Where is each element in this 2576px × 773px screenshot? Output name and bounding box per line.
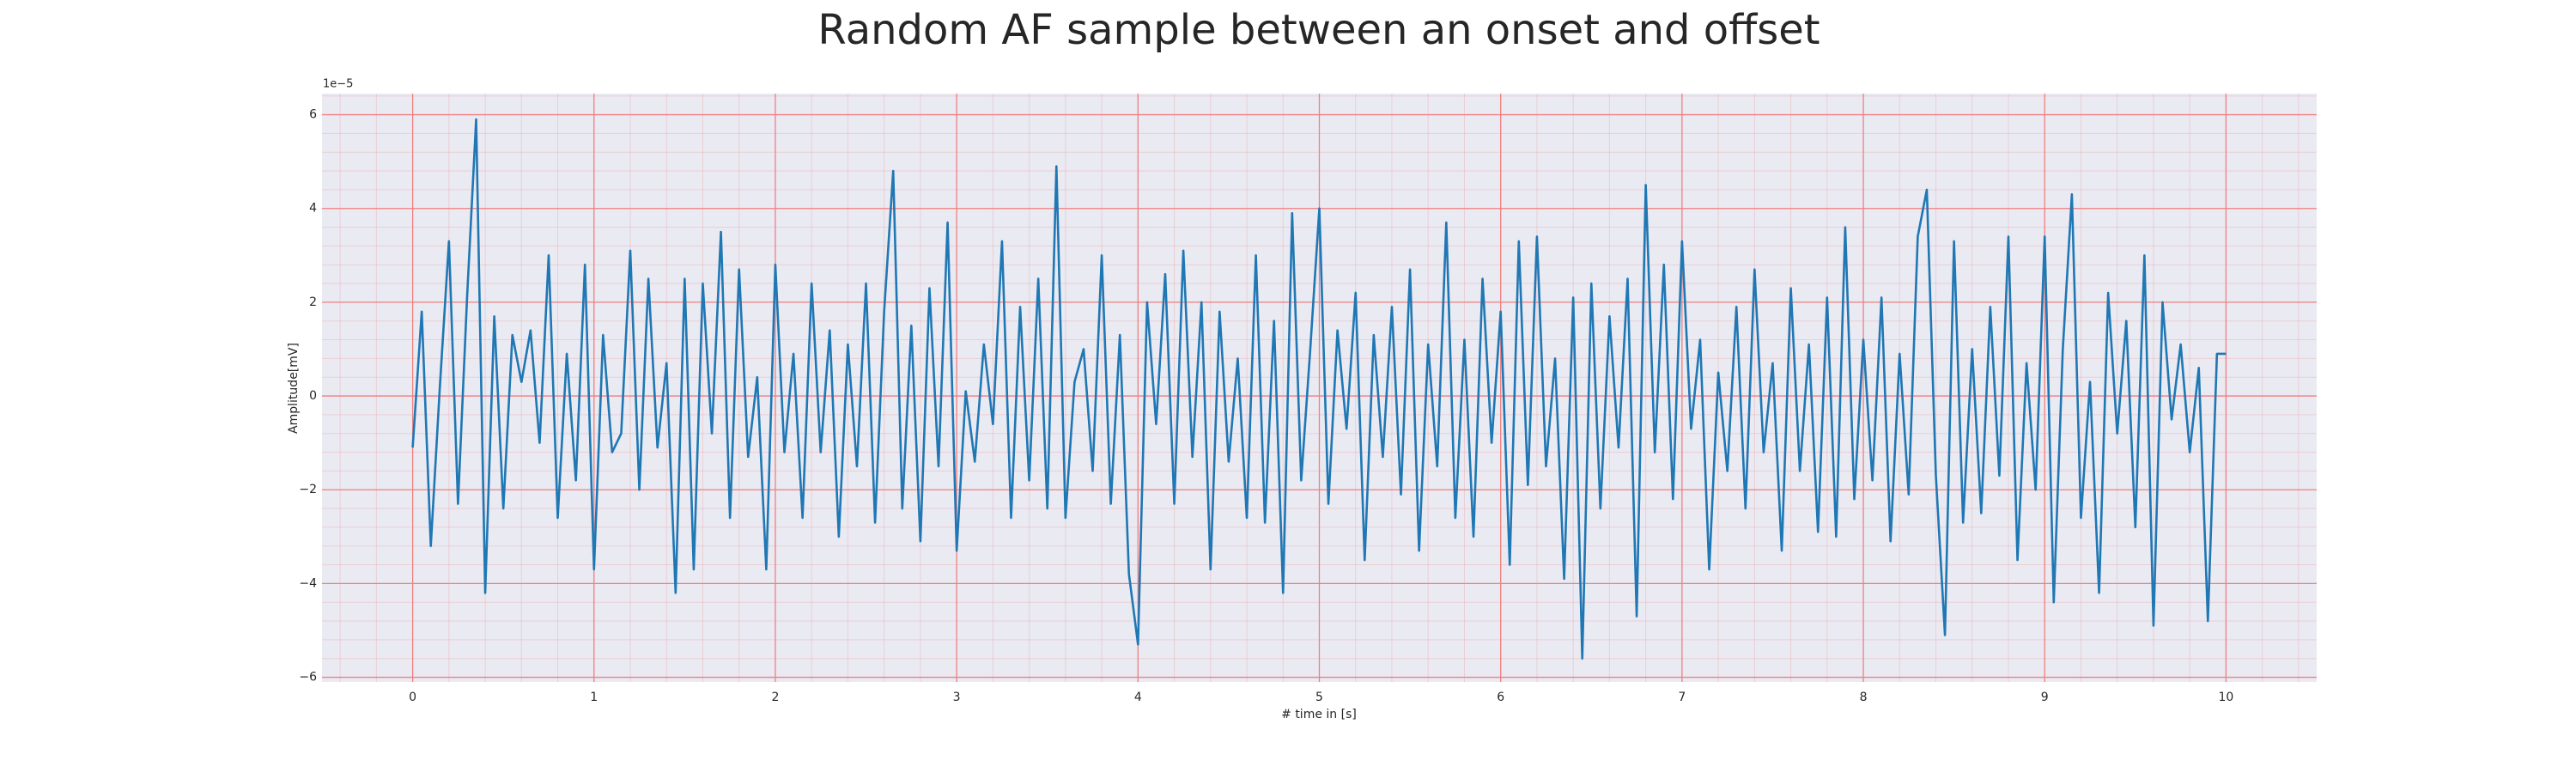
x-tick-label: 9 <box>2041 691 2049 704</box>
x-tick-label: 4 <box>1134 691 1142 704</box>
x-tick-label: 8 <box>1860 691 1868 704</box>
x-tick-label: 5 <box>1315 691 1323 704</box>
data-line <box>411 118 2227 660</box>
y-tick-label: −2 <box>299 483 317 496</box>
x-tick-label: 3 <box>953 691 961 704</box>
y-axis-label: Amplitude[mV] <box>287 343 301 434</box>
y-tick-label: 0 <box>309 389 317 403</box>
y-tick-label: 6 <box>309 108 317 122</box>
y-tick-label: −4 <box>299 576 317 590</box>
x-tick-label: 6 <box>1497 691 1504 704</box>
x-tick-label: 0 <box>409 691 416 704</box>
y-tick-label: 2 <box>309 295 317 309</box>
x-tick-label: 7 <box>1678 691 1686 704</box>
y-offset-text: 1e−5 <box>323 78 353 91</box>
x-tick-label: 10 <box>2218 691 2233 704</box>
chart-title: Random AF sample between an onset and of… <box>817 6 1820 54</box>
x-axis-label: # time in [s] <box>1281 708 1357 721</box>
y-tick-label: 4 <box>309 202 317 216</box>
x-tick-label: 1 <box>590 691 598 704</box>
y-tick-label: −6 <box>299 671 317 685</box>
x-tick-label: 2 <box>771 691 779 704</box>
